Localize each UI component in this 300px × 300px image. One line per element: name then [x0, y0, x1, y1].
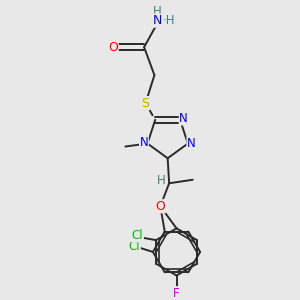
- Text: Cl: Cl: [132, 229, 143, 242]
- Text: F: F: [173, 287, 180, 300]
- Text: ·H: ·H: [163, 14, 175, 27]
- Text: Cl: Cl: [129, 239, 140, 253]
- Text: H: H: [153, 5, 162, 18]
- Text: H: H: [157, 174, 165, 188]
- Text: N: N: [153, 14, 162, 27]
- Text: O: O: [155, 200, 165, 213]
- Text: N: N: [140, 136, 148, 148]
- Text: N: N: [179, 112, 188, 125]
- Text: O: O: [108, 40, 118, 54]
- Text: N: N: [187, 137, 196, 150]
- Text: S: S: [142, 97, 150, 110]
